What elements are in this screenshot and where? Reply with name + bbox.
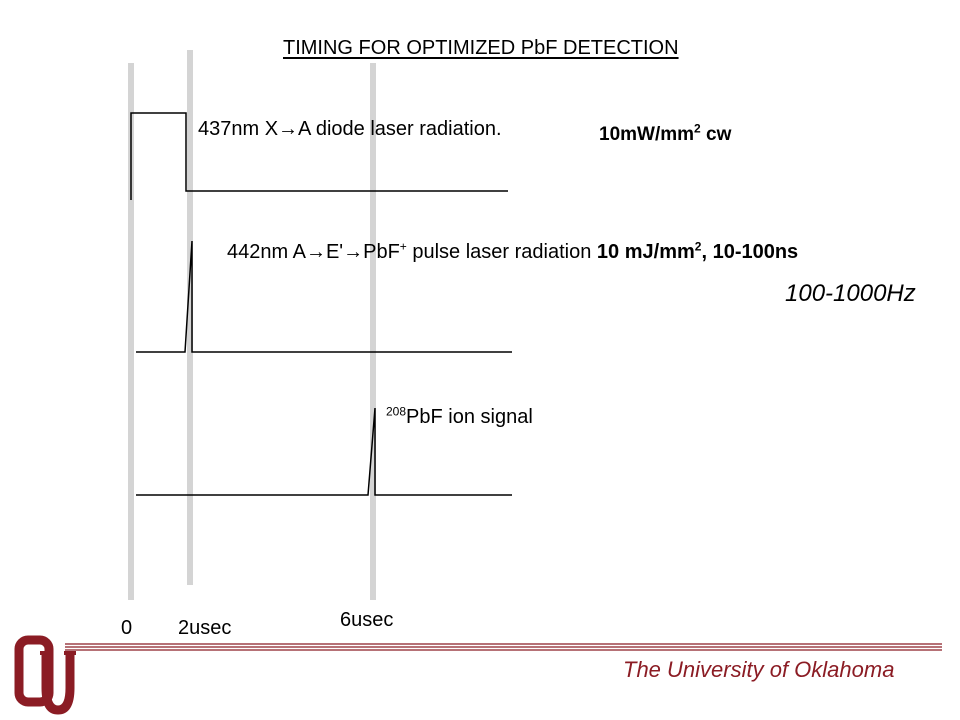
time-tick-2usec: 2usec <box>178 617 232 639</box>
pulse-laser-label: 442nm A→E'→PbF+ pulse laser radiation 10… <box>227 239 799 264</box>
pulse-description: pulse laser radiation <box>406 241 597 263</box>
pulse-laser-trace <box>136 240 512 353</box>
diode-laser-label: 437nm X→A diode laser radiation. <box>198 118 502 140</box>
diode-laser-power: 10mW/mm2 cw <box>599 121 732 146</box>
diagram-title: TIMING FOR OPTIMIZED PbF DETECTION <box>283 37 679 59</box>
institution-name: The University of Oklahoma <box>623 657 895 682</box>
ion-signal-trace <box>136 407 512 496</box>
diode-laser-trace <box>130 112 508 200</box>
pulse-power-exponent: 2 <box>694 239 702 254</box>
time-tick-0: 0 <box>121 617 133 639</box>
ou-logo-icon <box>14 635 76 715</box>
ion-signal-label: 208PbF ion signal <box>386 404 533 429</box>
pulse-power-value: 10 mJ/mm <box>596 241 695 263</box>
pulse-transition: 442nm A→E'→PbF <box>227 241 400 263</box>
pulse-repetition-rate: 100-1000Hz <box>785 280 916 307</box>
diode-power-exponent: 2 <box>694 121 701 136</box>
pulse-power: 10 mJ/mm2, 10-100ns <box>596 239 799 263</box>
isotope-number: 208 <box>386 404 407 419</box>
diode-power-mode: cw <box>700 124 732 145</box>
pulse-duration: , 10-100ns <box>701 241 799 263</box>
ion-signal-text: PbF ion signal <box>406 406 533 428</box>
time-tick-6usec: 6usec <box>340 609 394 631</box>
pulse-ion-charge: + <box>399 239 407 254</box>
footer-rules <box>65 643 942 651</box>
diode-power-value: 10mW/mm <box>599 124 695 145</box>
